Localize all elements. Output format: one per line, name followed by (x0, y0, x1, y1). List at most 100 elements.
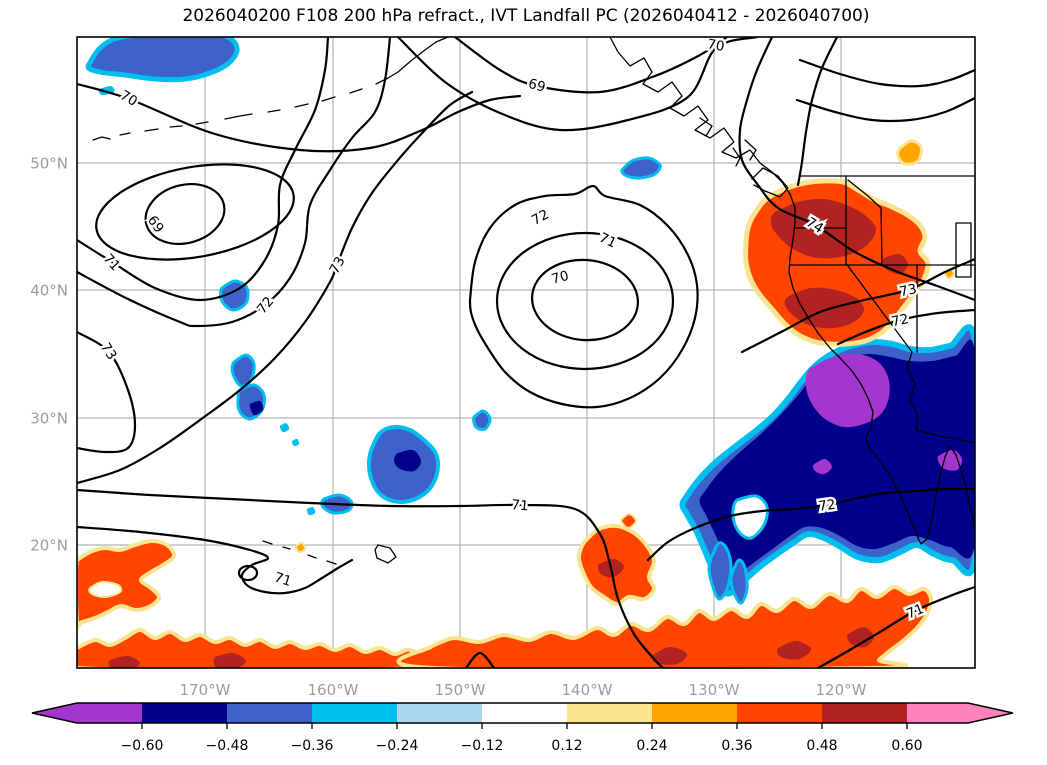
contour-ring69 (144, 183, 226, 245)
colorbar-segment-orangered (737, 703, 822, 723)
coastline-ca-nv-border (847, 265, 913, 353)
axis-labels: 50°N 40°N 30°N 20°N 170°W 160°W 150°W 140°W 130°… (30, 154, 866, 699)
contour-t69 (453, 37, 729, 94)
fill-region-mx-dot (620, 513, 637, 529)
coastline-ca-az-border (906, 351, 919, 431)
coastline-aleutian-7 (267, 109, 281, 113)
contour-c73-left (77, 330, 137, 454)
lat-tick-label: 50°N (30, 154, 68, 172)
fill-region-drip-2 (729, 558, 749, 605)
contour-label-t70: 70 (706, 36, 726, 55)
fill-region-mid-blob-core (393, 449, 422, 472)
contour-label-c70-upperleft: 70 (117, 87, 140, 109)
lon-tick-label: 160°W (308, 681, 359, 699)
contour-c71-se (816, 585, 975, 668)
colorbar-tick-label: −0.12 (461, 738, 504, 754)
contour-label-c73-diag: 73 (327, 254, 349, 277)
coastline-aleutian-1 (92, 136, 111, 141)
contour-label-c71-left: 71 (100, 251, 123, 274)
lat-tick-label: 20°N (30, 536, 68, 554)
fill-region-bl-hole (88, 580, 123, 599)
coastline-island-bit-1 (699, 117, 713, 137)
contour-c72-left (77, 37, 392, 328)
lat-tick-label: 30°N (30, 409, 68, 427)
fill-region-cyan-dot-1 (279, 422, 290, 433)
contour-c72-right (836, 308, 975, 346)
contour-label-c72-right: 72 (890, 311, 910, 330)
coastline-mx-border (915, 429, 975, 444)
contour-label-c71-hawaii: 71 (272, 569, 293, 590)
contour-c72-south (646, 487, 975, 562)
colorbar-tick-label: −0.24 (376, 738, 419, 754)
colorbar: −0.60 −0.48 −0.36 −0.24 −0.12 0.12 0.24 0.36 0.4… (31, 702, 1014, 754)
map-frame (76, 36, 976, 669)
coastline-id-mt-border (847, 179, 883, 265)
coastline-ak-se-coast (609, 37, 975, 545)
colorbar-tick-label: 0.60 (891, 738, 922, 754)
coastline-aleutian-10 (349, 88, 363, 94)
colorbar-segment-lightblue (397, 703, 482, 723)
map-plot-area (77, 37, 975, 668)
coastline-island-bit-2 (744, 139, 757, 161)
contour-label-ring69: 69 (144, 213, 167, 236)
chart-title: 2026040200 F108 200 hPa refract., IVT La… (182, 6, 869, 26)
coastline-aleutian-6 (224, 113, 253, 120)
lat-tick-label: 40°N (30, 281, 68, 299)
coastline-hawaii-big-island (374, 544, 397, 564)
coastline-vancouver-island (751, 167, 789, 198)
contour-ringC70 (530, 258, 640, 342)
fill-region-alaska-blob (85, 37, 240, 83)
lon-tick-label: 170°W (180, 681, 231, 699)
lon-tick-label: 150°W (435, 681, 486, 699)
contour-cTR2 (795, 96, 975, 123)
fill-region-bc-orange-spot (896, 139, 923, 166)
contour-label-c73-right: 73 (898, 281, 918, 300)
colorbar-segment-cyan (312, 703, 397, 723)
contour-c73-diag (77, 90, 474, 485)
contour-cD2 (796, 37, 839, 187)
colorbar-arrow-left (32, 703, 142, 723)
contour-c71-long (77, 488, 665, 668)
fill-region-cyan-dot-2 (291, 438, 300, 447)
lon-tick-label: 120°W (816, 681, 867, 699)
coastline-aleutian-9 (321, 96, 336, 102)
colorbar-segment-yellow (567, 703, 652, 723)
contour-label-c73-left: 73 (97, 340, 120, 363)
fill-region-left-blob-3-core (249, 400, 264, 416)
fill-region-drip-1 (707, 541, 733, 601)
colorbar-tick-label: −0.48 (206, 738, 249, 754)
colorbar-segment-royal (227, 703, 312, 723)
contour-ring70 (95, 163, 295, 261)
contour-t70 (396, 37, 759, 132)
contour-c71-ring-small (237, 564, 259, 582)
coastline-hawaii-chain-4 (326, 560, 337, 565)
contour-label-ringC72: 72 (529, 207, 552, 229)
fill-region-bstripL-core-2 (213, 652, 247, 668)
coastline-aleutian-8 (294, 103, 309, 108)
fill-region-cyan-dot-3 (306, 506, 316, 516)
colorbar-segment-navy (142, 703, 227, 723)
fill-region-sw-blob-navy (699, 339, 975, 577)
lon-tick-label: 130°W (689, 681, 740, 699)
coastline-aleutian-2 (119, 132, 131, 136)
colorbar-tick-label: 0.24 (636, 738, 667, 754)
fill-region-bstripR-core-3 (847, 626, 875, 648)
contour-label-c72-south: 72 (817, 497, 836, 515)
colorbar-tick-label: 0.48 (806, 738, 837, 754)
colorbar-segment-white (482, 703, 567, 723)
colorbar-arrow-right (907, 703, 1013, 723)
contour-ringC71 (495, 231, 675, 371)
colorbar-tick-label: 0.12 (551, 738, 582, 754)
contour-cTR1 (798, 58, 975, 88)
fill-region-bl-orange (77, 539, 177, 629)
fill-region-mid-dot (472, 409, 492, 432)
colorbar-tick-label: 0.36 (721, 738, 752, 754)
colorbar-tick-label: −0.60 (121, 738, 164, 754)
coastline-aleutian-4 (169, 125, 183, 128)
coastline-haida-gwaii (732, 147, 741, 167)
fill-region-sw-purple-core (805, 353, 890, 428)
coastline-wy-box (955, 222, 972, 278)
contour-c71-left (77, 37, 330, 302)
colorbar-segment-orange (652, 703, 737, 723)
